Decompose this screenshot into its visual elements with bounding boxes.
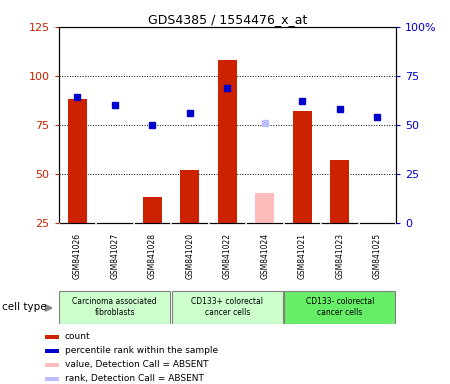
Text: GSM841026: GSM841026	[73, 233, 82, 280]
Text: GSM841020: GSM841020	[185, 233, 194, 280]
Bar	[45, 335, 59, 339]
Text: CD133+ colorectal
cancer cells: CD133+ colorectal cancer cells	[191, 297, 263, 317]
Bar	[45, 377, 59, 381]
Title: GDS4385 / 1554476_x_at: GDS4385 / 1554476_x_at	[148, 13, 307, 26]
Text: percentile rank within the sample: percentile rank within the sample	[65, 346, 218, 355]
Bar	[143, 197, 162, 223]
Text: GSM841021: GSM841021	[298, 233, 307, 279]
FancyBboxPatch shape	[284, 291, 395, 324]
Text: GSM841023: GSM841023	[335, 233, 344, 280]
Text: GSM841027: GSM841027	[110, 233, 119, 280]
FancyBboxPatch shape	[172, 291, 283, 324]
Text: GSM841022: GSM841022	[223, 233, 232, 279]
Text: GSM841028: GSM841028	[148, 233, 157, 279]
Bar	[45, 363, 59, 366]
Text: CD133- colorectal
cancer cells: CD133- colorectal cancer cells	[306, 297, 374, 317]
Bar	[68, 99, 86, 223]
Text: cell type: cell type	[2, 302, 47, 312]
Text: value, Detection Call = ABSENT: value, Detection Call = ABSENT	[65, 360, 208, 369]
Bar	[330, 160, 349, 223]
Bar	[218, 60, 237, 223]
Text: count: count	[65, 332, 90, 341]
Text: GSM841024: GSM841024	[260, 233, 269, 280]
Bar	[256, 194, 274, 223]
Text: GSM841025: GSM841025	[373, 233, 382, 280]
Bar	[293, 111, 311, 223]
Bar	[180, 170, 199, 223]
Text: Carcinoma associated
fibroblasts: Carcinoma associated fibroblasts	[72, 297, 157, 317]
Text: rank, Detection Call = ABSENT: rank, Detection Call = ABSENT	[65, 374, 204, 383]
Bar	[45, 349, 59, 353]
FancyBboxPatch shape	[59, 291, 170, 324]
